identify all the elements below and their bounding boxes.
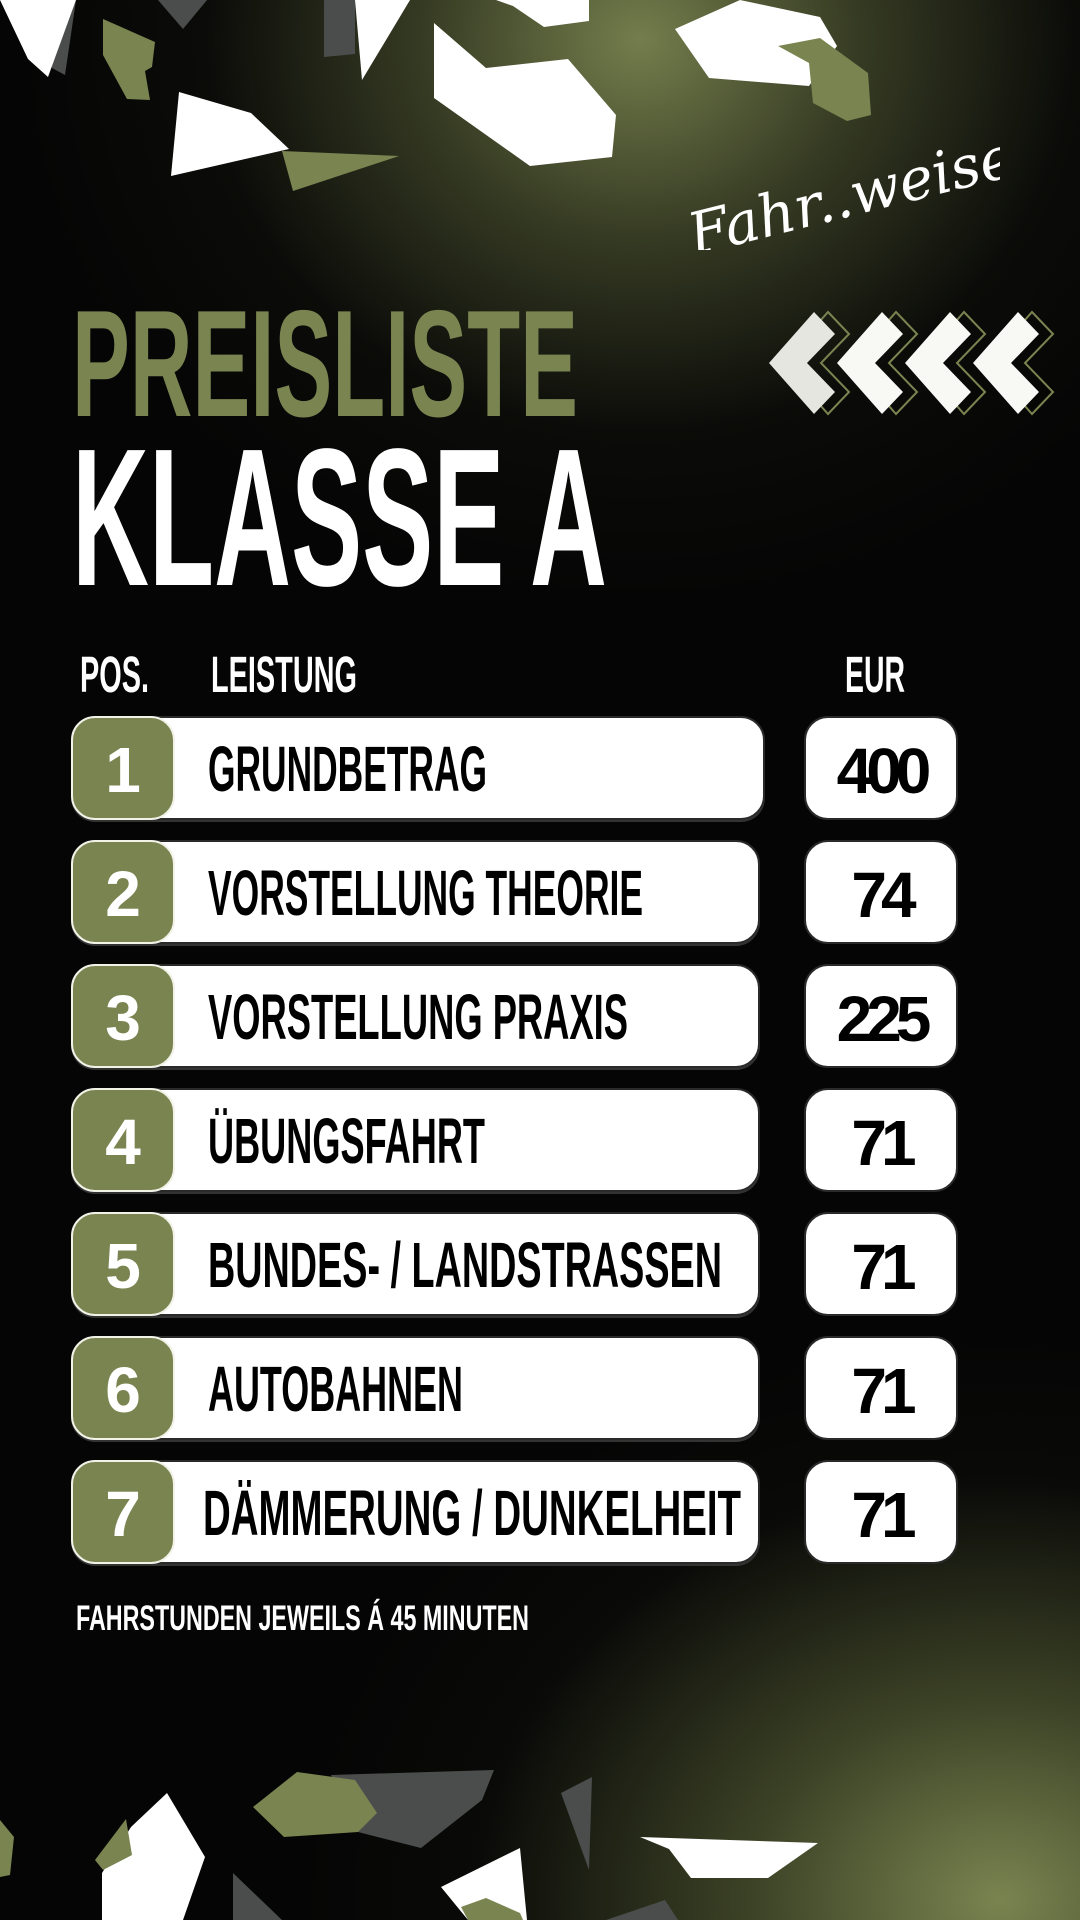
shard xyxy=(233,1873,282,1920)
service-pill xyxy=(71,840,760,944)
chevron-left-icon xyxy=(837,312,903,414)
header-service: LEISTUNG xyxy=(211,646,357,703)
shard xyxy=(496,0,589,27)
price-box: 400 xyxy=(804,716,958,820)
shard xyxy=(282,151,399,191)
service-pill xyxy=(71,1212,760,1316)
chevron-group xyxy=(769,310,1055,416)
service-pill xyxy=(71,1088,760,1192)
service-name: BUNDES- / LANDSTRASSEN xyxy=(208,1229,722,1301)
header-pos: POS. xyxy=(80,646,149,703)
shard xyxy=(606,1900,678,1920)
service-name: GRUNDBETRAG xyxy=(208,733,487,805)
shard xyxy=(778,38,871,121)
brand-logo: Fahr..weise! xyxy=(680,116,1000,250)
shard xyxy=(158,0,207,29)
shard xyxy=(102,1793,205,1920)
price-box: 71 xyxy=(804,1212,958,1316)
price-box: 71 xyxy=(804,1088,958,1192)
position-badge: 1 xyxy=(71,716,175,820)
price-box: 71 xyxy=(804,1336,958,1440)
shard xyxy=(171,92,289,176)
price-value: 71 xyxy=(851,1107,916,1179)
shard xyxy=(103,19,155,100)
service-pill xyxy=(71,716,765,820)
shard xyxy=(355,0,410,80)
position-badge: 5 xyxy=(71,1212,175,1316)
shard xyxy=(441,1848,527,1920)
service-pill xyxy=(71,964,760,1068)
price-value: 71 xyxy=(851,1355,916,1427)
shard xyxy=(253,1772,377,1837)
chevron-outline xyxy=(781,310,851,416)
position-badge: 7 xyxy=(71,1460,175,1564)
position-number: 5 xyxy=(105,1230,141,1302)
service-pill xyxy=(71,1460,760,1564)
shard xyxy=(675,0,837,86)
price-value: 71 xyxy=(851,1479,916,1551)
title-preisliste: PREISLISTE xyxy=(72,279,578,449)
position-number: 4 xyxy=(105,1106,141,1178)
service-name: DÄMMERUNG / DUNKELHEIT xyxy=(203,1477,741,1549)
service-name: VORSTELLUNG PRAXIS xyxy=(208,981,628,1053)
price-value: 71 xyxy=(851,1231,916,1303)
service-name: VORSTELLUNG THEORIE xyxy=(208,857,643,929)
price-box: 74 xyxy=(804,840,958,944)
price-value: 74 xyxy=(851,859,916,931)
service-name: AUTOBAHNEN xyxy=(208,1353,463,1425)
shard xyxy=(0,1820,14,1877)
position-badge: 3 xyxy=(71,964,175,1068)
chevron-outline xyxy=(849,310,919,416)
position-badge: 6 xyxy=(71,1336,175,1440)
position-badge: 4 xyxy=(71,1088,175,1192)
shard xyxy=(561,1777,592,1870)
header-price: EUR xyxy=(845,646,905,703)
shard xyxy=(434,23,616,166)
position-number: 3 xyxy=(105,982,141,1054)
position-number: 6 xyxy=(105,1354,141,1426)
chevron-outline xyxy=(985,310,1055,416)
shard xyxy=(95,1819,132,1870)
shard xyxy=(640,1837,818,1878)
price-box: 225 xyxy=(804,964,958,1068)
shard xyxy=(461,1898,523,1920)
price-box: 71 xyxy=(804,1460,958,1564)
price-value: 400 xyxy=(836,735,932,807)
position-badge: 2 xyxy=(71,840,175,944)
chevron-left-icon xyxy=(905,312,971,414)
top-shards xyxy=(0,0,871,191)
service-name: ÜBUNGSFAHRT xyxy=(208,1105,485,1177)
chevron-left-icon xyxy=(769,312,835,414)
chevron-left-icon xyxy=(973,312,1039,414)
shard xyxy=(331,1770,494,1848)
price-value: 225 xyxy=(836,983,932,1055)
footer-note: FAHRSTUNDEN JEWEILS Á 45 MINUTEN xyxy=(76,1599,529,1638)
service-pill xyxy=(71,1336,760,1440)
shard xyxy=(324,0,355,57)
position-number: 7 xyxy=(105,1478,141,1550)
shard xyxy=(0,0,76,77)
chevron-outline xyxy=(917,310,987,416)
title-klasse: KLASSE A xyxy=(72,408,607,627)
bottom-shards xyxy=(0,1770,818,1920)
logo-text: Fahr..weise! xyxy=(680,116,1000,250)
position-number: 1 xyxy=(105,734,141,806)
position-number: 2 xyxy=(105,858,141,930)
